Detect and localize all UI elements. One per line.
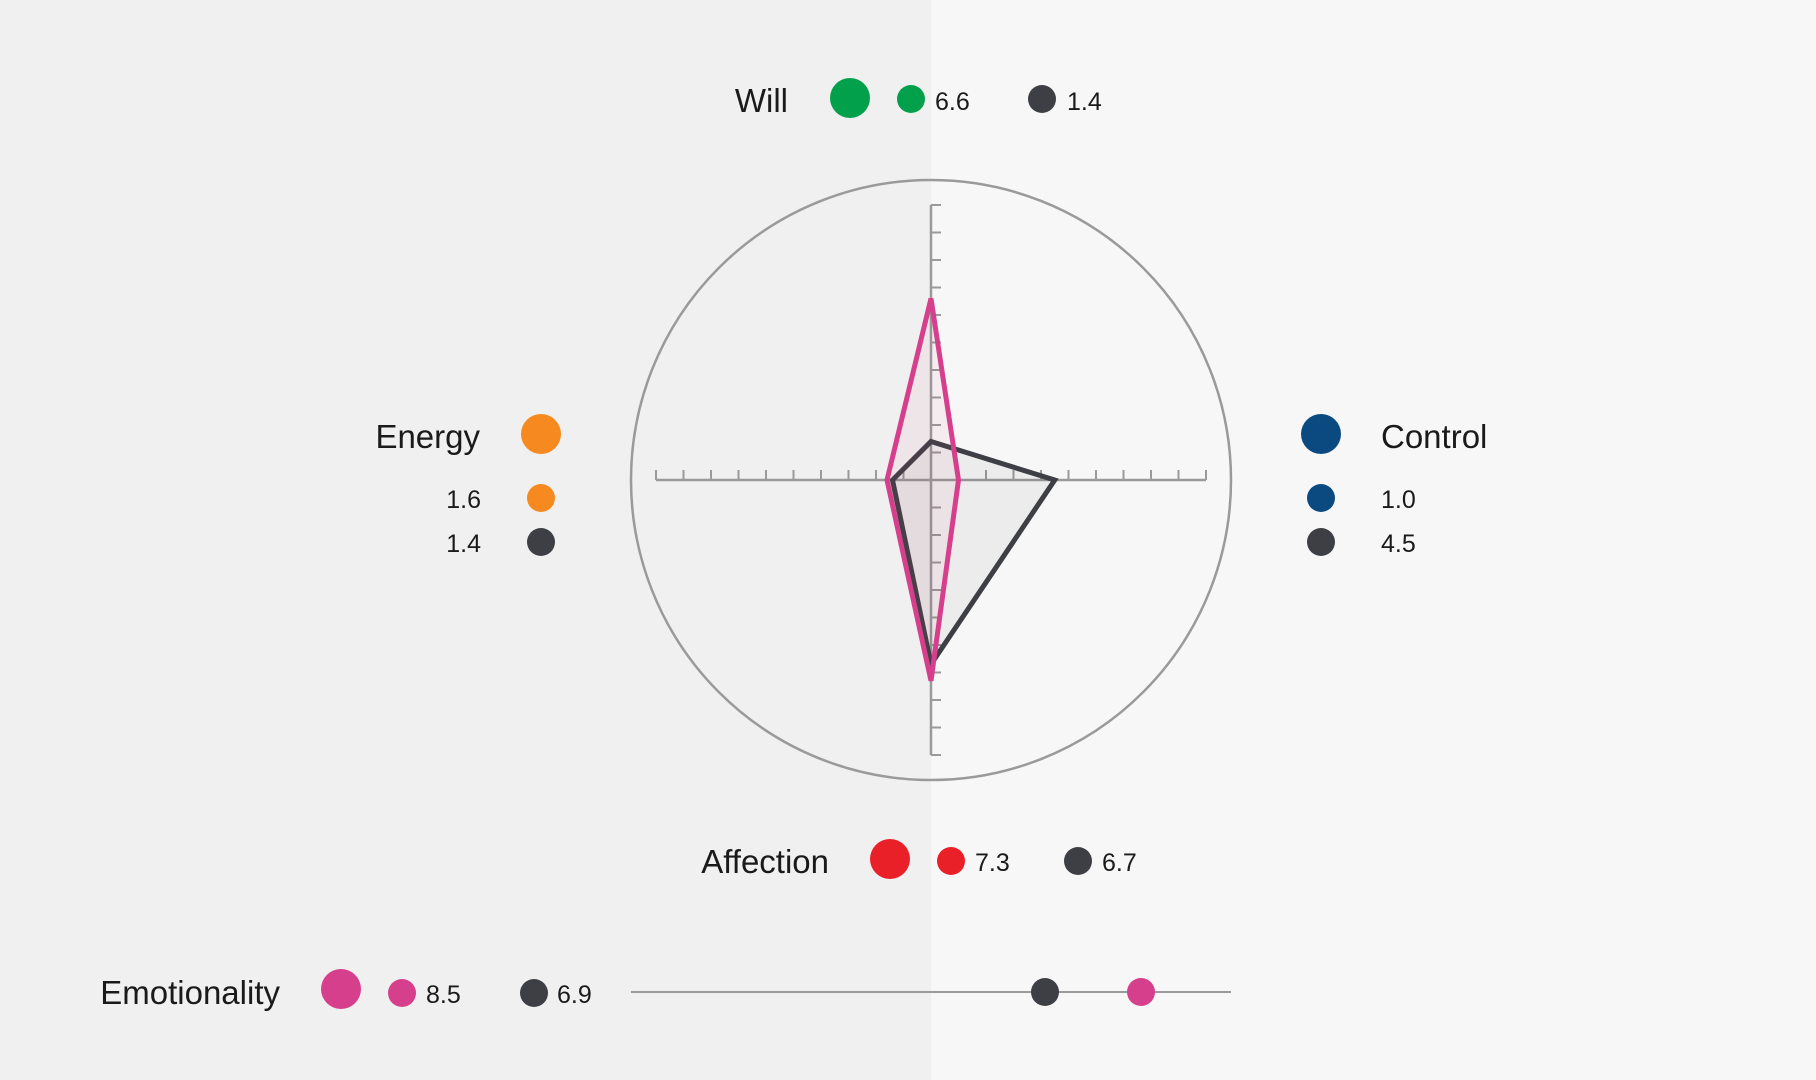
emotionality-primary-value: 8.5 [426,981,461,1009]
control-comparison-value: 4.5 [1381,530,1416,558]
control-comparison-marker [1307,528,1335,556]
energy-comparison-value: 1.4 [446,530,481,558]
energy-comparison-marker [527,528,555,556]
will-comparison-marker [1028,85,1056,113]
dimension-emotionality: Emotionality 8.5 6.9 [100,969,1231,1011]
affection-comparison-value: 6.7 [1102,849,1137,877]
affection-primary-value: 7.3 [975,849,1010,877]
will-comparison-value: 1.4 [1067,88,1102,116]
energy-color-marker [521,414,561,454]
dimension-affection: Affection 7.3 6.7 [701,839,1137,880]
primary-series-polygon [884,297,962,682]
emotionality-primary-position [1127,978,1155,1006]
emotionality-comparison-marker [520,979,548,1007]
will-color-marker [830,78,870,118]
control-label: Control [1381,418,1487,455]
emotionality-comparison-position [1031,978,1059,1006]
will-primary-value: 6.6 [935,88,970,116]
affection-label: Affection [701,843,829,880]
affection-primary-marker [937,847,965,875]
background-right-half [931,0,1816,1080]
emotionality-primary-marker [388,979,416,1007]
dimension-will: Will 6.6 1.4 [735,78,1102,119]
background-left-half [0,0,931,1080]
affection-color-marker [870,839,910,879]
energy-primary-marker [527,484,555,512]
dimension-energy: Energy 1.6 1.4 [375,414,561,558]
dimension-control: Control 1.0 4.5 [1301,414,1487,558]
emotionality-color-marker [321,969,361,1009]
emotionality-label: Emotionality [100,974,280,1011]
energy-label: Energy [375,418,480,455]
radar-outer-circle [629,178,1233,782]
control-color-marker [1301,414,1341,454]
will-primary-marker [897,85,925,113]
emotionality-comparison-value: 6.9 [557,981,592,1009]
affection-comparison-marker [1064,847,1092,875]
will-label: Will [735,82,788,119]
control-primary-marker [1307,484,1335,512]
energy-primary-value: 1.6 [446,486,481,514]
control-primary-value: 1.0 [1381,486,1416,514]
